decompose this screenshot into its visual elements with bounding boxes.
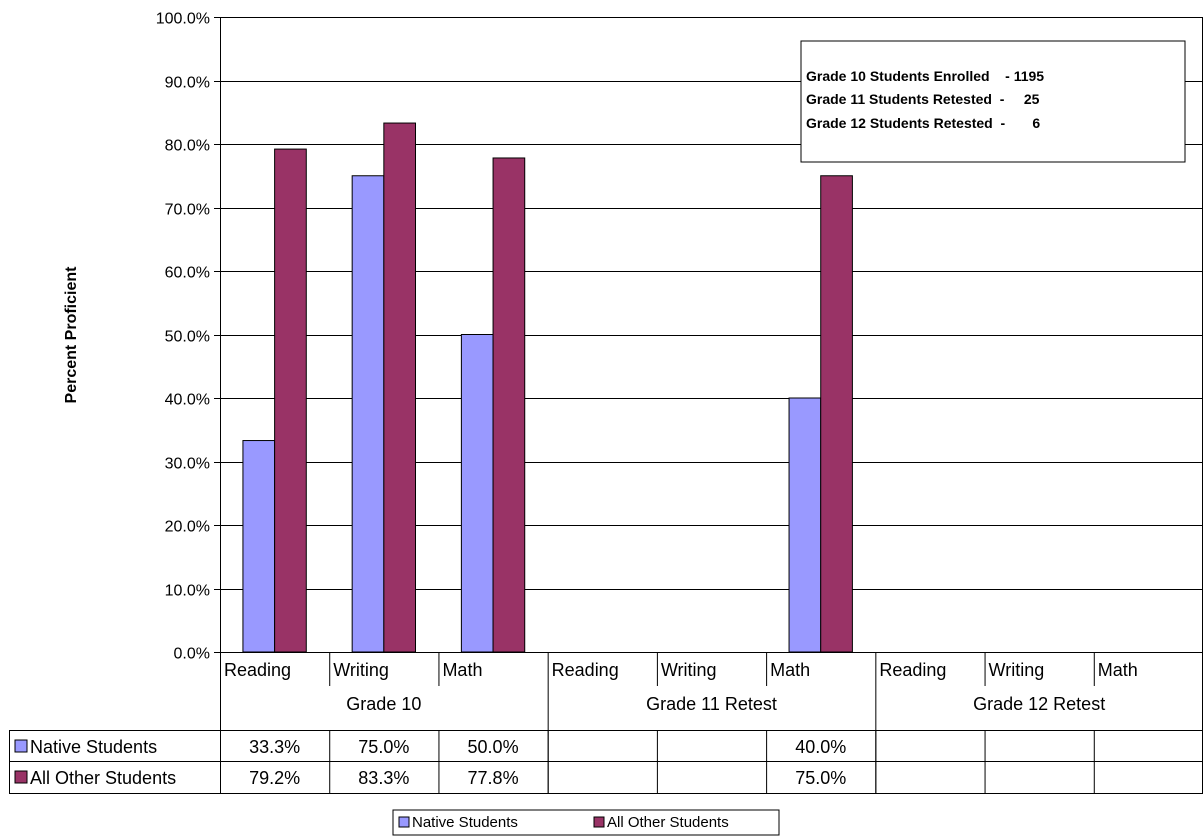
legend: Native Students All Other Students (392, 809, 780, 836)
note-line-2: Grade 11 Students Retested - 25 (806, 91, 1040, 107)
bar-other-reading (274, 148, 307, 653)
data-label: 33.3% (249, 737, 300, 757)
y-tick-label: 30.0% (165, 456, 210, 473)
table-series-label: All Other Students (30, 768, 176, 788)
y-tick-label: 70.0% (165, 202, 210, 219)
category-label: Reading (879, 660, 946, 680)
y-tick-label: 80.0% (165, 138, 210, 155)
legend-swatch-other (593, 816, 605, 828)
table-legend-swatch (14, 770, 28, 784)
bar-native-writing (351, 175, 385, 653)
legend-swatch-native (398, 816, 410, 828)
bar-native-reading (242, 440, 276, 653)
data-label: 79.2% (249, 768, 300, 788)
group-label: Grade 11 Retest (646, 694, 777, 714)
y-tick-label: 50.0% (165, 329, 210, 346)
category-label: Reading (552, 660, 619, 680)
category-label: Math (442, 660, 482, 680)
table-legend-swatch (14, 739, 28, 753)
bar-other-writing (383, 122, 417, 653)
bar-native-math (460, 334, 494, 653)
data-label: 75.0% (358, 737, 409, 757)
y-axis-title: Percent Proficient (63, 266, 80, 404)
y-tick-label: 20.0% (165, 519, 210, 536)
bar-other-math (492, 157, 526, 653)
bar-other-math (820, 175, 853, 653)
y-tick-label: 100.0% (156, 11, 210, 28)
data-label: 83.3% (358, 768, 409, 788)
category-label: Math (770, 660, 810, 680)
category-label: Math (1098, 660, 1138, 680)
data-label: 50.0% (468, 737, 519, 757)
note-line-1: Grade 10 Students Enrolled - 1195 (806, 68, 1044, 84)
category-label: Reading (224, 660, 291, 680)
y-tick-label: 0.0% (174, 646, 210, 663)
enrollment-note: Grade 10 Students Enrolled - 1195 Grade … (800, 40, 1186, 163)
category-label: Writing (989, 660, 1045, 680)
y-tick-label: 40.0% (165, 392, 210, 409)
legend-label-other: All Other Students (607, 814, 729, 831)
bar-native-math (788, 397, 822, 653)
note-line-3: Grade 12 Students Retested - 6 (806, 115, 1040, 131)
y-tick-label: 90.0% (165, 75, 210, 92)
data-label: 75.0% (795, 768, 846, 788)
table-series-label: Native Students (30, 737, 157, 757)
group-label: Grade 12 Retest (973, 694, 1105, 714)
group-label: Grade 10 (346, 694, 421, 714)
category-label: Writing (333, 660, 389, 680)
legend-label-native: Native Students (412, 814, 518, 831)
y-tick-label: 10.0% (165, 583, 210, 600)
data-label: 77.8% (468, 768, 519, 788)
y-tick-label: 60.0% (165, 265, 210, 282)
data-label: 40.0% (795, 737, 846, 757)
category-label: Writing (661, 660, 717, 680)
